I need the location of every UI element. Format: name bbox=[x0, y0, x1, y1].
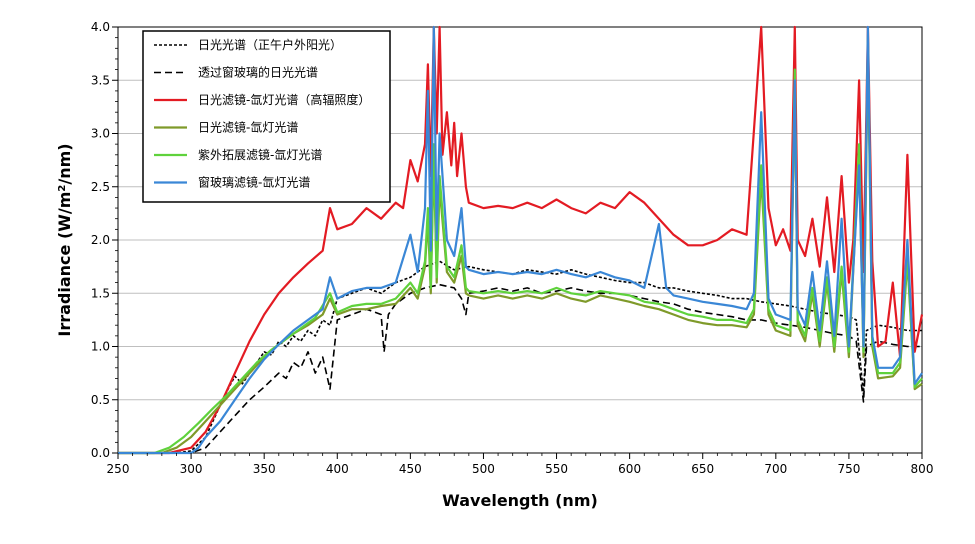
series-line-6 bbox=[118, 25, 923, 455]
y-axis-ticks: 0.0 0.5 1.0 1.5 2.0 2.5 3.0 3.5 4.0 bbox=[91, 20, 118, 460]
y-tick-label: 4.0 bbox=[91, 20, 110, 34]
x-tick-label: 450 bbox=[399, 462, 422, 476]
legend-label-6: 窗玻璃滤镜-氙灯光谱 bbox=[198, 175, 310, 190]
x-axis-ticks: 250 300 350 400 450 500 550 600 650 700 750 800 bbox=[107, 453, 934, 476]
y-axis-title: Irradiance (W/m2/nm) bbox=[55, 143, 74, 336]
x-tick-label: 650 bbox=[691, 462, 714, 476]
y-axis-title-part-2: /nm) bbox=[55, 143, 74, 184]
x-tick-label: 300 bbox=[180, 462, 203, 476]
x-tick-label: 500 bbox=[472, 462, 495, 476]
series-layer bbox=[118, 25, 924, 455]
y-tick-label: 1.5 bbox=[91, 286, 110, 300]
y-tick-label: 1.0 bbox=[91, 340, 110, 354]
x-tick-label: 800 bbox=[911, 462, 934, 476]
legend-box bbox=[142, 30, 391, 203]
legend-label-2: 透过窗玻璃的日光光谱 bbox=[198, 65, 318, 80]
y-tick-label: 2.5 bbox=[91, 180, 110, 194]
x-tick-label: 250 bbox=[107, 462, 130, 476]
series-line-2 bbox=[118, 283, 922, 454]
y-tick-label: 3.5 bbox=[91, 73, 110, 87]
y-tick-label: 0.0 bbox=[91, 446, 110, 460]
y-axis-title-part-1: Irradiance (W/m bbox=[55, 192, 74, 337]
legend-label-1: 日光光谱（正午户外阳光） bbox=[198, 37, 342, 52]
x-tick-label: 700 bbox=[764, 462, 787, 476]
y-tick-label: 2.0 bbox=[91, 233, 110, 247]
series-line-3 bbox=[118, 25, 924, 455]
y-tick-label: 3.0 bbox=[91, 127, 110, 141]
x-tick-label: 550 bbox=[545, 462, 568, 476]
x-tick-label: 750 bbox=[837, 462, 860, 476]
x-tick-label: 350 bbox=[253, 462, 276, 476]
x-tick-label: 400 bbox=[326, 462, 349, 476]
legend-label-4: 日光滤镜-氙灯光谱 bbox=[198, 120, 298, 135]
y-tick-label: 0.5 bbox=[91, 393, 110, 407]
x-axis-title: Wavelength (nm) bbox=[442, 491, 598, 510]
y-axis-title-superscript: 2 bbox=[57, 185, 68, 192]
legend-label-5: 紫外拓展滤镜-氙灯光谱 bbox=[198, 147, 322, 162]
legend-label-3: 日光滤镜-氙灯光谱（高辐照度） bbox=[198, 92, 370, 107]
series-line-5 bbox=[118, 36, 923, 455]
x-tick-label: 600 bbox=[618, 462, 641, 476]
